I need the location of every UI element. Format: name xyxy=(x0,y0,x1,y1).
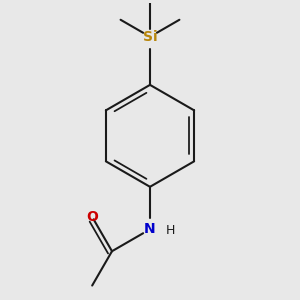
Text: Si: Si xyxy=(143,30,157,44)
Text: O: O xyxy=(86,210,98,224)
Text: H: H xyxy=(166,224,175,237)
Text: N: N xyxy=(144,222,156,236)
